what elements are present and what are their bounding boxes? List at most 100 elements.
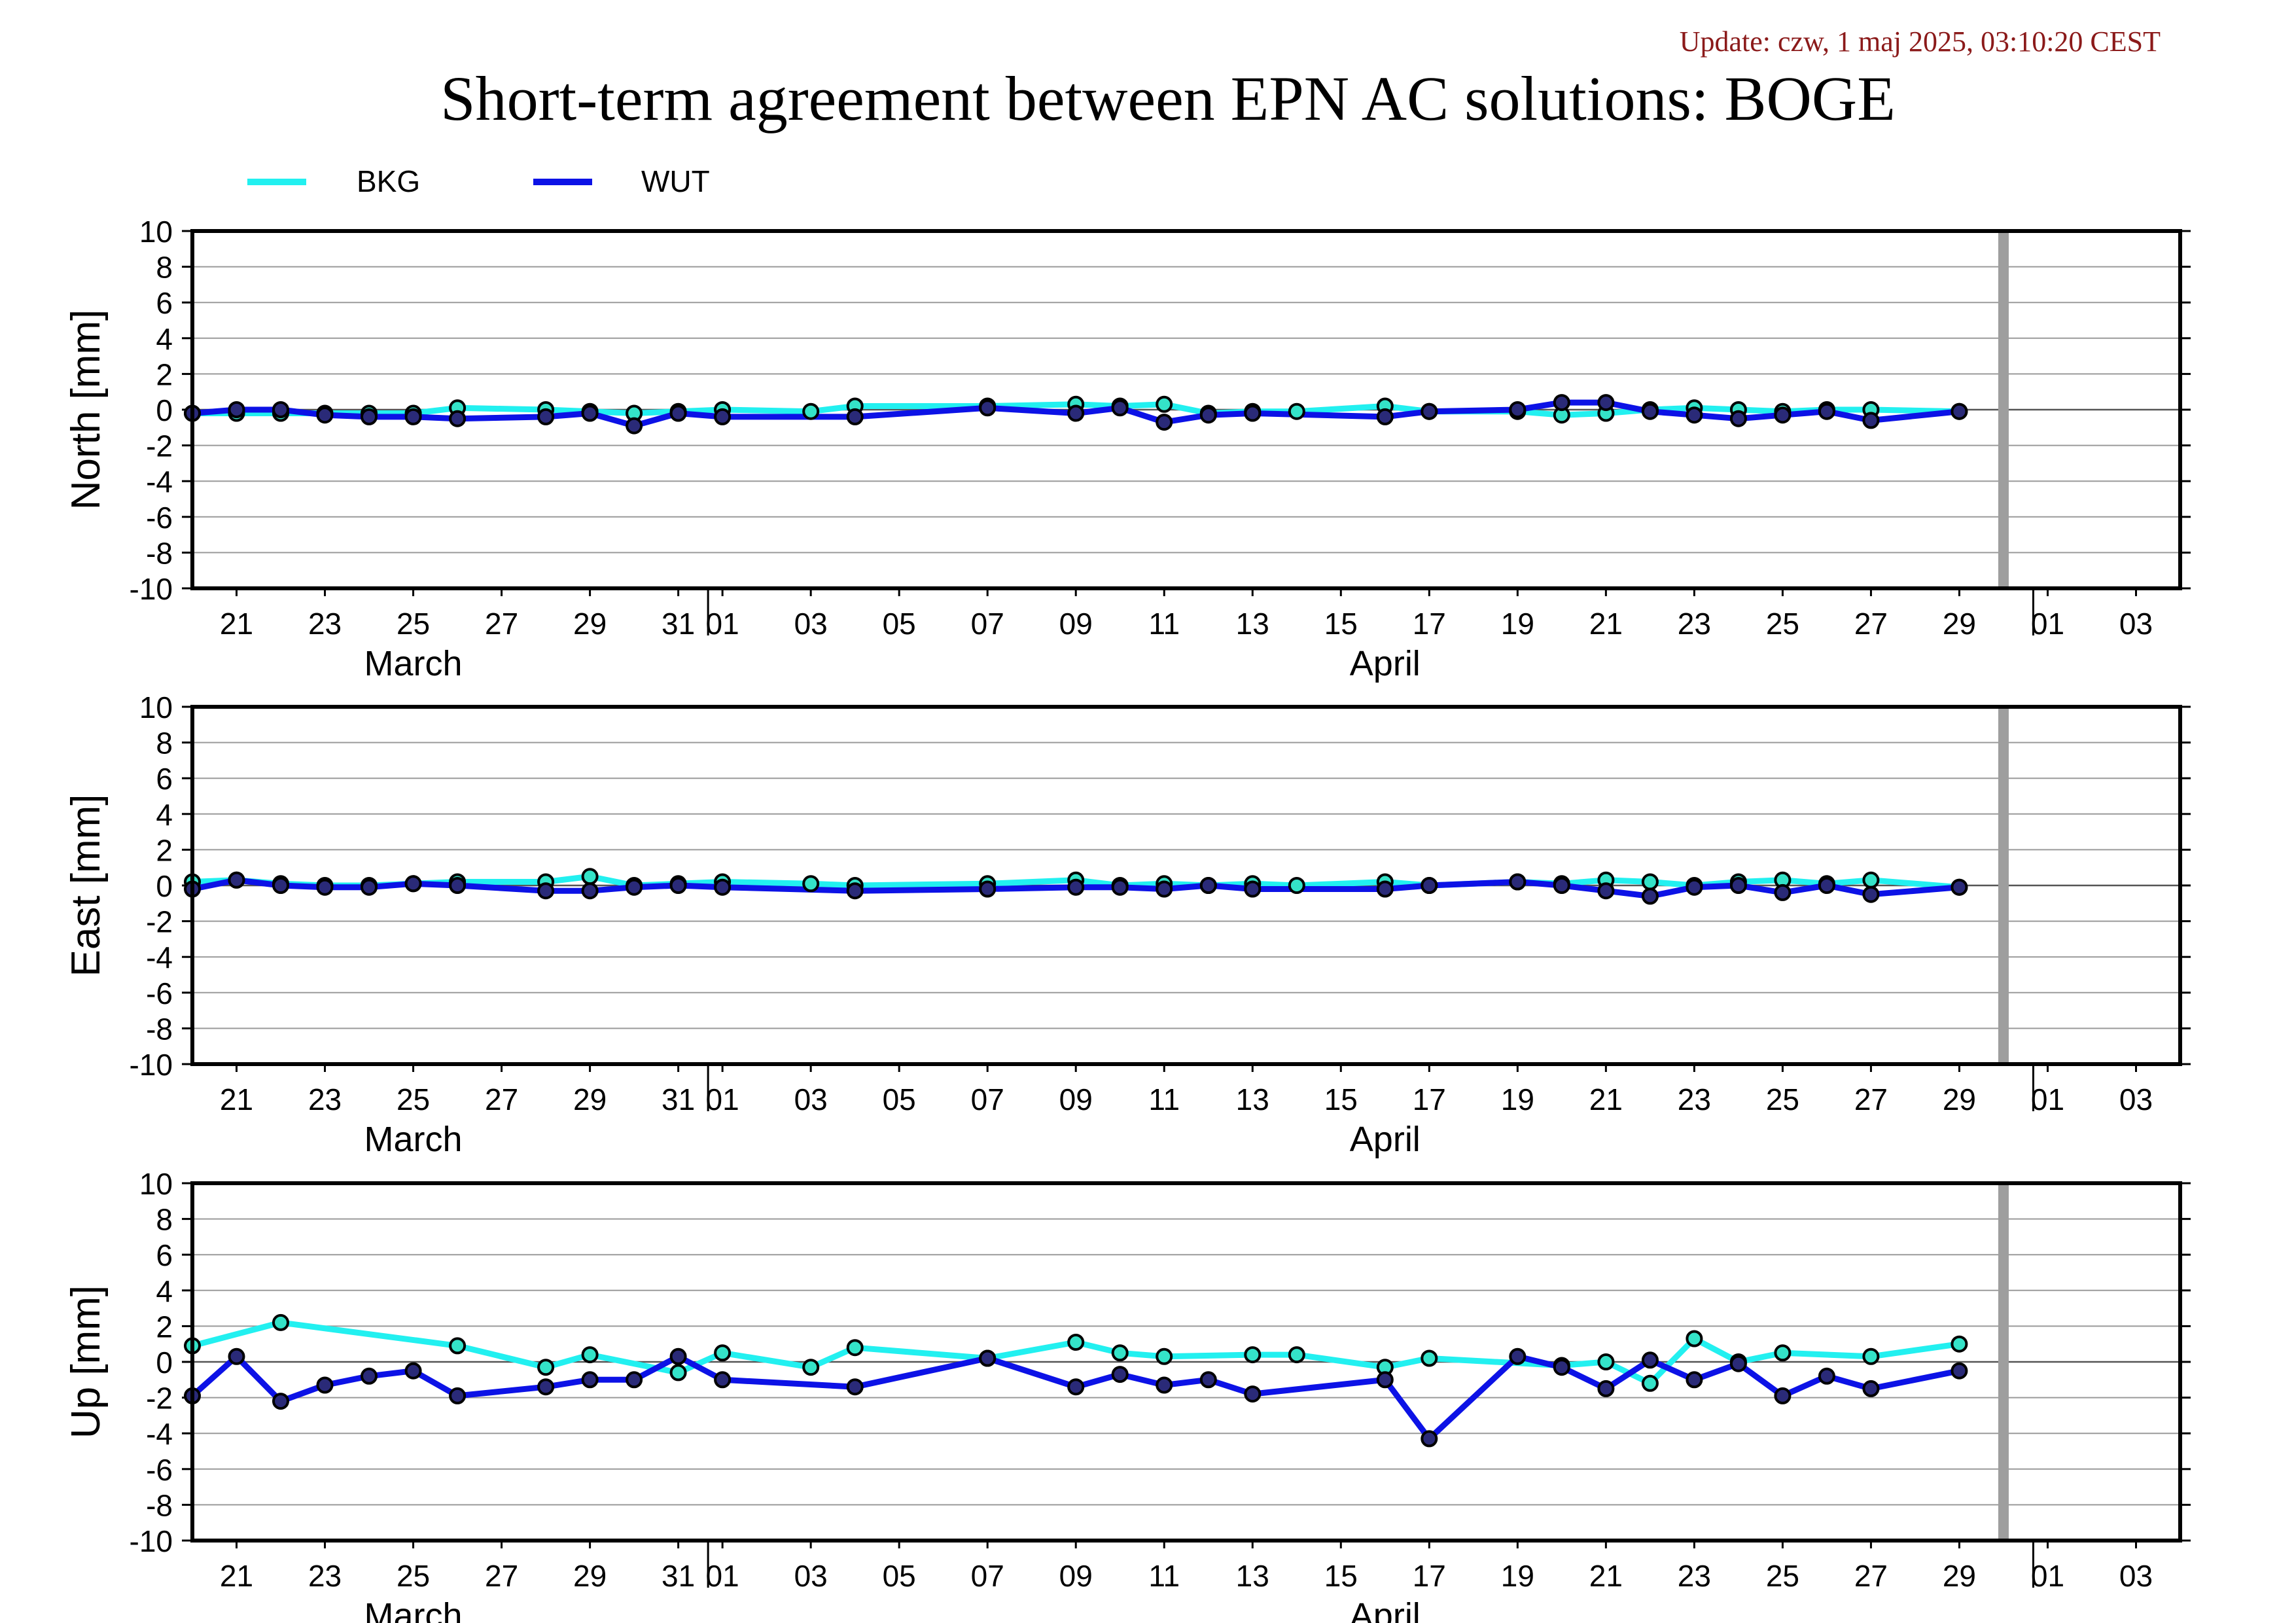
data-point-wut xyxy=(714,878,732,896)
data-point-wut xyxy=(979,399,997,417)
x-tick-label: 11 xyxy=(1148,1082,1180,1116)
y-tick-label: 6 xyxy=(156,1238,173,1272)
x-tick-label: 13 xyxy=(1236,607,1269,641)
data-point-wut xyxy=(846,882,864,900)
data-point-bkg xyxy=(1686,1330,1703,1347)
x-tick-label: 01 xyxy=(706,607,739,641)
data-point-wut xyxy=(1951,878,1968,896)
data-gap-bar xyxy=(1998,707,2009,1064)
x-tick-label: 29 xyxy=(573,607,607,641)
data-point-wut xyxy=(1067,404,1085,422)
y-tick-label: 10 xyxy=(139,1167,173,1201)
data-point-bkg xyxy=(1288,877,1305,894)
x-tick-label: 07 xyxy=(971,1559,1004,1593)
data-point-wut xyxy=(1376,1371,1394,1389)
month-label: April xyxy=(1350,1120,1421,1159)
data-point-wut xyxy=(1553,1359,1570,1376)
y-tick-label: 0 xyxy=(156,1346,173,1380)
x-tick-label: 23 xyxy=(1678,1082,1711,1116)
data-point-wut xyxy=(1641,402,1659,420)
y-tick-label: -4 xyxy=(146,1417,173,1451)
y-tick-label: 8 xyxy=(156,251,173,285)
x-tick-label: 29 xyxy=(1943,1559,1976,1593)
data-point-wut xyxy=(1199,406,1217,424)
y-tick-label: 8 xyxy=(156,726,173,760)
data-point-wut xyxy=(449,1387,467,1404)
x-tick-label: 23 xyxy=(308,1559,342,1593)
data-point-wut xyxy=(228,1347,245,1365)
y-tick-label: -2 xyxy=(146,429,173,463)
data-point-wut xyxy=(361,408,378,425)
data-point-bkg xyxy=(449,1337,467,1355)
data-point-bkg xyxy=(846,1339,864,1357)
data-point-wut xyxy=(1686,878,1703,896)
data-point-wut xyxy=(581,404,599,422)
month-label: April xyxy=(1350,1596,1421,1623)
data-point-wut xyxy=(1641,887,1659,905)
data-point-wut xyxy=(272,877,289,894)
x-tick-label: 01 xyxy=(2031,1082,2064,1116)
y-tick-label: 8 xyxy=(156,1203,173,1237)
y-tick-label: 2 xyxy=(156,1310,173,1344)
data-point-wut xyxy=(626,417,643,435)
data-point-wut xyxy=(404,408,422,425)
data-point-wut xyxy=(669,1347,687,1365)
data-point-wut xyxy=(1421,1430,1438,1448)
x-tick-label: 09 xyxy=(1059,1559,1093,1593)
data-point-wut xyxy=(1729,410,1747,427)
y-tick-label: 2 xyxy=(156,833,173,867)
y-tick-label: -6 xyxy=(146,976,173,1010)
y-tick-label: 6 xyxy=(156,286,173,320)
x-tick-label: 21 xyxy=(1589,607,1623,641)
x-tick-label: 13 xyxy=(1236,1559,1269,1593)
x-tick-label: 25 xyxy=(397,607,430,641)
x-tick-label: 03 xyxy=(2119,1082,2153,1116)
x-tick-label: 05 xyxy=(883,1559,916,1593)
x-tick-label: 09 xyxy=(1059,1082,1093,1116)
plot-frame xyxy=(190,229,2182,590)
x-tick-label: 25 xyxy=(1766,1082,1799,1116)
x-tick-label: 13 xyxy=(1236,1082,1269,1116)
data-point-bkg xyxy=(802,1359,820,1376)
data-point-wut xyxy=(1818,402,1835,420)
data-point-bkg xyxy=(714,1344,732,1362)
data-point-bkg xyxy=(537,1359,555,1376)
data-point-wut xyxy=(1951,1362,1968,1380)
data-point-wut xyxy=(537,1378,555,1396)
update-timestamp: Update: czw, 1 maj 2025, 03:10:20 CEST xyxy=(1680,26,2161,58)
data-point-wut xyxy=(714,1371,732,1389)
x-tick-label: 11 xyxy=(1148,607,1180,641)
data-point-wut xyxy=(1774,1387,1792,1404)
data-point-wut xyxy=(1597,882,1615,900)
data-point-wut xyxy=(1686,1371,1703,1389)
data-point-bkg xyxy=(802,402,820,420)
data-point-bkg xyxy=(1862,871,1880,889)
y-tick-label: -10 xyxy=(130,1524,173,1558)
data-point-wut xyxy=(846,408,864,425)
data-point-wut xyxy=(581,1371,599,1389)
y-axis-label: North [mm] xyxy=(63,310,109,510)
x-tick-label: 09 xyxy=(1059,607,1093,641)
x-tick-label: 21 xyxy=(220,1082,253,1116)
data-point-wut xyxy=(1111,1366,1129,1383)
data-point-wut xyxy=(1818,1367,1835,1385)
data-point-bkg xyxy=(581,868,599,885)
y-tick-label: 6 xyxy=(156,762,173,796)
data-point-wut xyxy=(1509,873,1527,891)
data-point-wut xyxy=(1244,404,1262,422)
y-tick-label: 4 xyxy=(156,1274,173,1308)
data-point-wut xyxy=(537,882,555,900)
x-tick-label: 29 xyxy=(573,1559,607,1593)
data-point-wut xyxy=(1111,399,1129,417)
plot-frame xyxy=(190,705,2182,1066)
data-point-wut xyxy=(979,1349,997,1367)
data-point-wut xyxy=(714,408,732,425)
data-point-wut xyxy=(1597,1380,1615,1397)
y-tick-label: -4 xyxy=(146,940,173,974)
x-tick-label: 15 xyxy=(1324,607,1358,641)
y-tick-label: 10 xyxy=(139,690,173,724)
x-tick-label: 01 xyxy=(2031,1559,2064,1593)
